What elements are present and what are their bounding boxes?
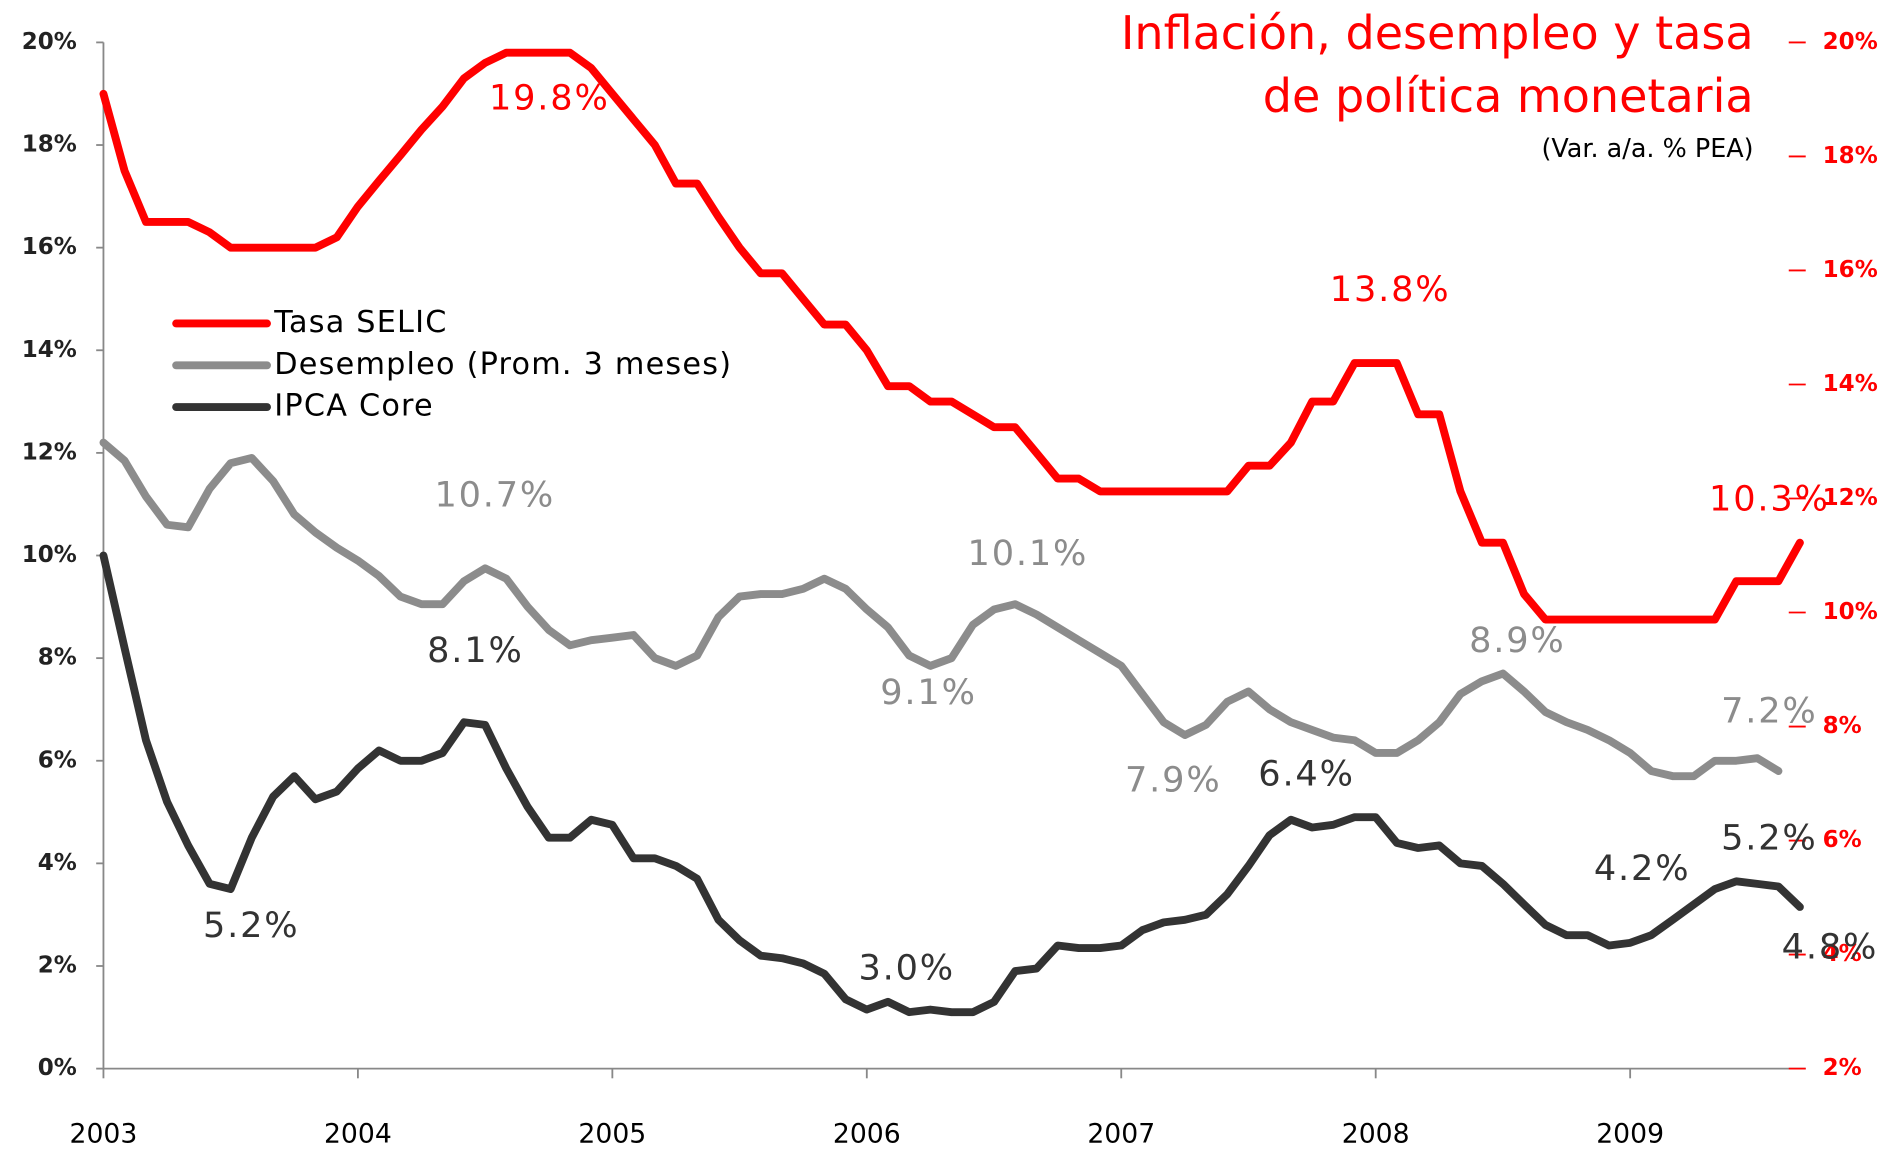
y2-tick-label: 6% bbox=[1823, 827, 1862, 853]
series-line bbox=[99, 48, 1804, 624]
annotation: 19.8% bbox=[489, 77, 610, 118]
legend-label: Desempleo (Prom. 3 meses) bbox=[274, 347, 732, 382]
y-tick-label: 18% bbox=[22, 132, 77, 158]
y-tick-label: 10% bbox=[22, 542, 77, 568]
y2-tick-label: 16% bbox=[1823, 257, 1878, 283]
y-tick-label: 8% bbox=[38, 645, 77, 671]
y2-tick-label: 20% bbox=[1823, 29, 1878, 55]
x-tick-label: 2006 bbox=[833, 1119, 901, 1150]
annotation: 13.8% bbox=[1330, 269, 1451, 310]
y2-tick-label: 12% bbox=[1823, 485, 1878, 511]
y2-tick-label: 18% bbox=[1823, 143, 1878, 169]
annotation: 5.2% bbox=[203, 905, 300, 946]
y2-tick-label: 8% bbox=[1823, 713, 1862, 739]
legend-label: Tasa SELIC bbox=[273, 305, 447, 340]
y2-tick-label: 10% bbox=[1823, 599, 1878, 625]
x-tick-label: 2009 bbox=[1596, 1119, 1664, 1150]
annotation: 9.1% bbox=[880, 672, 977, 713]
annotation: 4.8% bbox=[1782, 927, 1879, 968]
annotation: 7.9% bbox=[1125, 759, 1222, 800]
annotation: 5.2% bbox=[1721, 818, 1818, 859]
x-tick-label: 2008 bbox=[1342, 1119, 1410, 1150]
chart-title: Inflación, desempleo y tasa bbox=[1121, 6, 1754, 60]
annotation: 8.1% bbox=[427, 630, 524, 671]
y2-tick-label: 2% bbox=[1823, 1055, 1862, 1081]
legend-label: IPCA Core bbox=[274, 389, 434, 424]
annotation: 6.4% bbox=[1258, 753, 1355, 794]
y-tick-label: 0% bbox=[38, 1055, 77, 1081]
y-tick-label: 2% bbox=[38, 952, 77, 978]
y2-tick-label: 14% bbox=[1823, 371, 1878, 397]
y2-tick-label: 4% bbox=[1823, 941, 1862, 967]
y-tick-label: 12% bbox=[22, 439, 77, 465]
annotation: 8.9% bbox=[1469, 620, 1566, 661]
annotation: 7.2% bbox=[1721, 690, 1818, 731]
x-tick-label: 2003 bbox=[70, 1119, 138, 1150]
x-tick-label: 2007 bbox=[1087, 1119, 1155, 1150]
annotation: 10.3% bbox=[1709, 478, 1830, 519]
annotation: 10.7% bbox=[434, 475, 555, 516]
annotation: 10.1% bbox=[968, 533, 1089, 574]
y-tick-label: 4% bbox=[38, 850, 77, 876]
x-tick-label: 2005 bbox=[578, 1119, 646, 1150]
y-tick-label: 6% bbox=[38, 747, 77, 773]
y-tick-label: 14% bbox=[22, 337, 77, 363]
series-line bbox=[99, 438, 1783, 781]
y-tick-label: 16% bbox=[22, 234, 77, 260]
chart-subtitle: (Var. a/a. % PEA) bbox=[1541, 133, 1753, 163]
series-line bbox=[99, 551, 1804, 1017]
annotation: 3.0% bbox=[858, 947, 955, 988]
chart-title: de política monetaria bbox=[1263, 69, 1754, 123]
y-tick-label: 20% bbox=[22, 29, 77, 55]
annotation: 4.2% bbox=[1594, 848, 1691, 889]
x-tick-label: 2004 bbox=[324, 1119, 392, 1150]
